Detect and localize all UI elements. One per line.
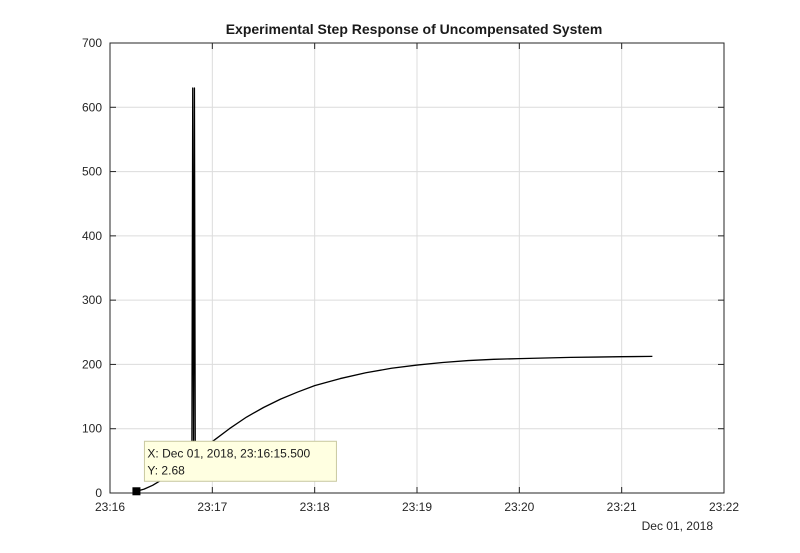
x-tick-label: 23:21 <box>607 500 637 514</box>
y-tick-label: 0 <box>95 486 102 500</box>
x-tick-labels: 23:16 23:17 23:18 23:19 23:20 23:21 23:22 <box>95 500 739 514</box>
datatip-x-text: X: Dec 01, 2018, 23:16:15.500 <box>147 446 310 460</box>
datatip[interactable]: X: Dec 01, 2018, 23:16:15.500 Y: 2.68 <box>132 440 337 496</box>
y-tick-label: 500 <box>82 165 102 179</box>
chart-title: Experimental Step Response of Uncompensa… <box>226 21 603 37</box>
y-tick-label: 700 <box>82 36 102 50</box>
y-tick-label: 100 <box>82 422 102 436</box>
x-tick-label: 23:22 <box>709 500 739 514</box>
x-tick-label: 23:19 <box>402 500 432 514</box>
x-tick-label: 23:20 <box>504 500 534 514</box>
x-axis-date-label: Dec 01, 2018 <box>642 519 714 533</box>
datatip-marker[interactable] <box>132 487 141 496</box>
axis-ticks <box>109 42 725 494</box>
datatip-box <box>143 440 337 482</box>
y-tick-labels: 0 100 200 300 400 500 600 700 <box>82 36 102 500</box>
y-tick-label: 400 <box>82 229 102 243</box>
y-tick-label: 600 <box>82 100 102 114</box>
datatip-y-text: Y: 2.68 <box>147 463 185 477</box>
x-tick-label: 23:16 <box>95 500 125 514</box>
y-tick-label: 200 <box>82 357 102 371</box>
y-tick-label: 300 <box>82 293 102 307</box>
x-tick-label: 23:18 <box>300 500 330 514</box>
grid-lines <box>109 42 725 494</box>
x-tick-label: 23:17 <box>197 500 227 514</box>
